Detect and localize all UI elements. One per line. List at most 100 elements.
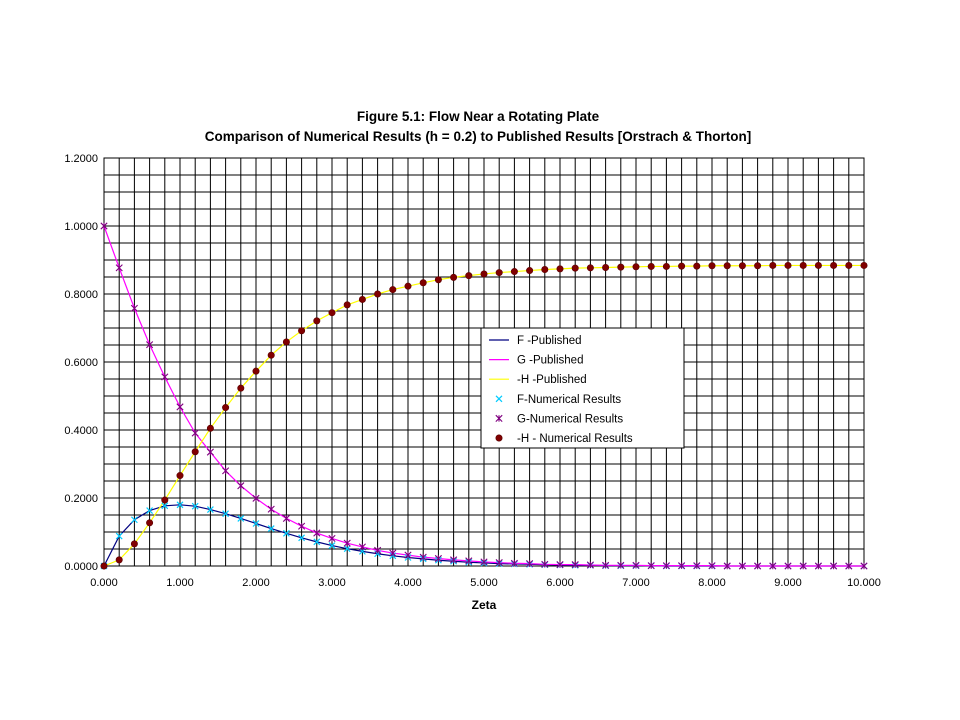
data-point	[176, 501, 184, 509]
y-tick-label: 0.6000	[64, 357, 98, 369]
chart-title: Figure 5.1: Flow Near a Rotating Plate	[357, 109, 600, 124]
data-point	[267, 505, 275, 513]
data-point	[115, 532, 123, 540]
data-point	[313, 317, 321, 325]
data-point	[206, 448, 214, 456]
data-point	[799, 562, 807, 570]
legend-swatch	[495, 414, 503, 422]
data-point	[282, 514, 290, 522]
grid	[104, 158, 864, 566]
legend-label: -H - Numerical Results	[517, 433, 633, 445]
data-point	[343, 545, 351, 553]
data-point	[830, 261, 838, 269]
data-point	[130, 540, 138, 548]
data-point	[146, 341, 154, 349]
data-point	[100, 562, 108, 570]
data-point	[450, 556, 458, 564]
data-point	[845, 261, 853, 269]
x-tick-label: 1.000	[166, 577, 194, 589]
data-point	[343, 301, 351, 309]
data-point	[176, 403, 184, 411]
data-point	[358, 543, 366, 551]
data-point	[693, 562, 701, 570]
data-point	[632, 263, 640, 271]
data-point	[298, 327, 306, 335]
data-point	[480, 558, 488, 566]
data-point	[495, 269, 503, 277]
legend-swatch	[495, 395, 503, 403]
data-point	[754, 262, 762, 270]
legend-label: F -Published	[517, 335, 582, 347]
data-point	[191, 429, 199, 437]
legend-label: G-Numerical Results	[517, 413, 623, 425]
x-axis-ticks: 0.000 1.000 2.000 3.000 4.000 5.000 6.000 7.000…	[90, 577, 881, 589]
data-point	[465, 272, 473, 280]
data-point	[374, 546, 382, 554]
data-point	[510, 268, 518, 276]
data-point	[784, 261, 792, 269]
data-point	[282, 338, 290, 346]
data-point	[845, 562, 853, 570]
data-point	[830, 562, 838, 570]
legend-item: F -Published	[489, 335, 582, 347]
x-tick-label: 5.000	[470, 577, 498, 589]
data-point	[814, 261, 822, 269]
data-point	[602, 561, 610, 569]
data-point	[571, 561, 579, 569]
plot-area	[103, 157, 865, 567]
data-point	[480, 270, 488, 278]
data-point	[632, 561, 640, 569]
data-point	[389, 286, 397, 294]
data-point	[252, 494, 260, 502]
data-point	[723, 562, 731, 570]
data-point	[465, 557, 473, 565]
data-point	[495, 559, 503, 567]
data-point	[130, 304, 138, 312]
data-point	[252, 520, 260, 527]
data-point	[723, 262, 731, 270]
x-tick-label: 4.000	[394, 577, 422, 589]
data-point	[814, 562, 822, 570]
data-point	[328, 542, 336, 550]
x-tick-label: 6.000	[546, 577, 574, 589]
data-point	[526, 560, 534, 568]
data-point	[161, 496, 169, 504]
data-point	[176, 472, 184, 480]
data-point	[541, 560, 549, 568]
data-point	[450, 273, 458, 281]
data-point	[358, 295, 366, 303]
data-point	[146, 519, 154, 527]
y-tick-label: 0.4000	[64, 425, 98, 437]
series-4	[100, 222, 868, 570]
legend-item: G -Published	[489, 355, 583, 367]
x-tick-label: 7.000	[622, 577, 650, 589]
data-point	[556, 265, 564, 273]
x-tick-label: 10.000	[847, 577, 881, 589]
data-point	[617, 561, 625, 569]
data-point	[602, 263, 610, 271]
data-point	[434, 276, 442, 284]
y-tick-label: 1.2000	[64, 153, 98, 165]
x-tick-label: 9.000	[774, 577, 802, 589]
legend-item: -H -Published	[489, 374, 587, 386]
data-point	[860, 261, 868, 269]
data-point	[374, 290, 382, 298]
data-point	[784, 562, 792, 570]
series-group	[100, 222, 868, 570]
data-point	[206, 506, 214, 513]
data-point	[738, 262, 746, 270]
y-tick-label: 0.0000	[64, 561, 98, 573]
data-point	[571, 264, 579, 272]
data-point	[769, 562, 777, 570]
data-point	[541, 266, 549, 274]
legend-label: F-Numerical Results	[517, 394, 621, 406]
legend-item: G-Numerical Results	[495, 413, 623, 425]
data-point	[237, 514, 245, 522]
data-point	[328, 309, 336, 317]
data-point	[678, 262, 686, 270]
data-point	[191, 448, 199, 456]
data-point	[222, 467, 230, 475]
x-tick-label: 3.000	[318, 577, 346, 589]
data-point	[222, 510, 230, 518]
